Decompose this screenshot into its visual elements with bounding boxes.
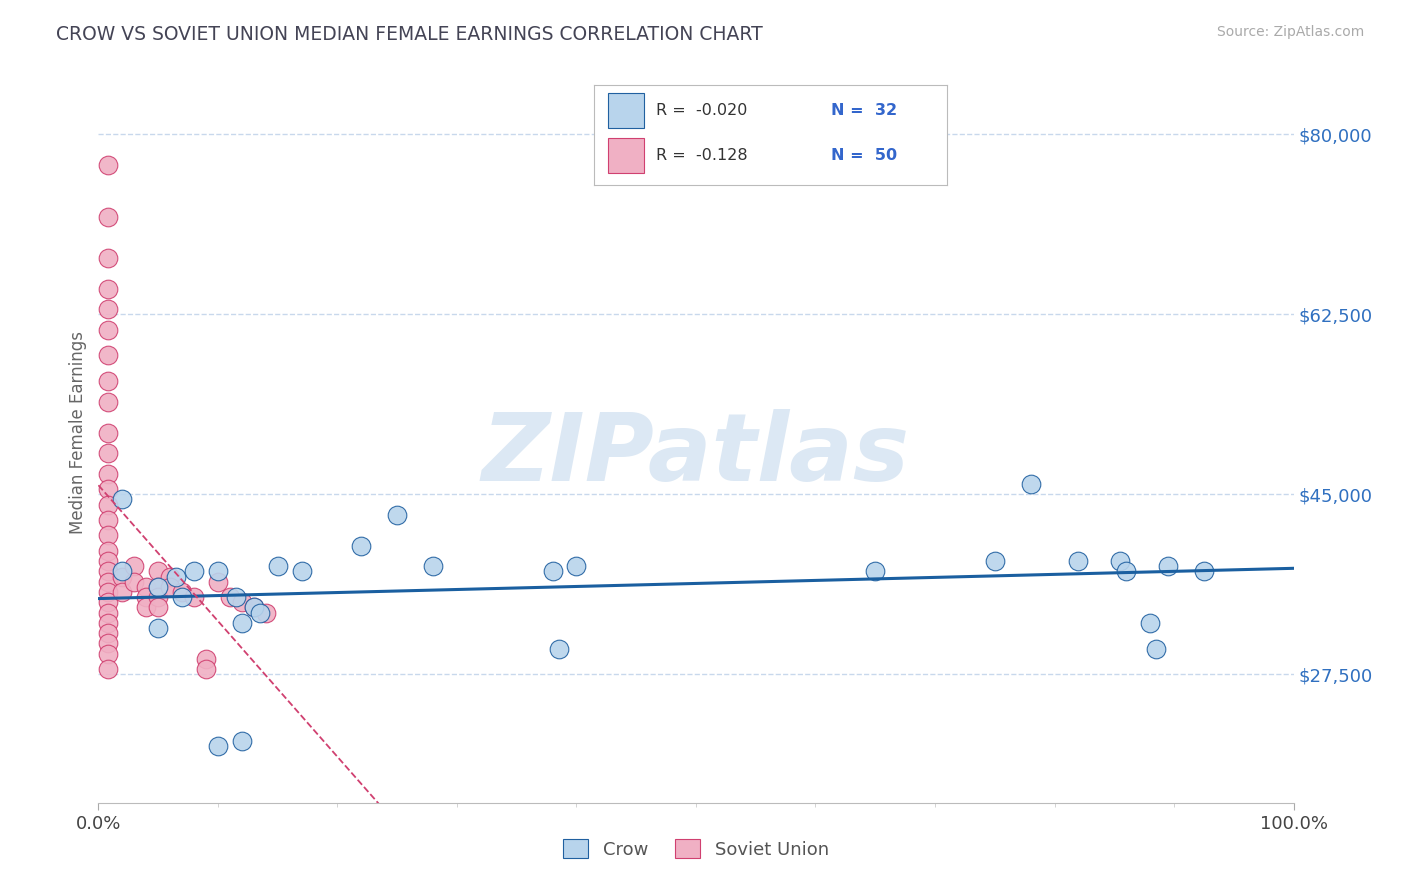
Point	[243, 600, 266, 615]
Point	[135, 600, 157, 615]
Point	[865, 565, 887, 579]
Point	[97, 574, 120, 589]
Text: Source: ZipAtlas.com: Source: ZipAtlas.com	[1216, 25, 1364, 39]
Point	[243, 600, 266, 615]
Point	[97, 425, 120, 440]
Point	[97, 565, 120, 579]
Point	[97, 595, 120, 609]
Point	[219, 590, 242, 604]
Point	[97, 498, 120, 512]
Point	[165, 569, 187, 583]
Point	[97, 482, 120, 496]
Point	[97, 636, 120, 650]
Point	[385, 508, 409, 522]
Point	[225, 590, 247, 604]
Point	[111, 565, 134, 579]
Point	[195, 652, 218, 666]
Point	[97, 528, 120, 542]
Point	[97, 662, 120, 676]
Point	[1144, 641, 1167, 656]
Point	[547, 641, 569, 656]
Point	[1139, 615, 1161, 630]
Point	[148, 621, 170, 635]
Point	[267, 559, 290, 574]
Point	[1157, 559, 1180, 574]
Point	[97, 626, 120, 640]
Point	[97, 282, 120, 296]
Point	[249, 606, 271, 620]
Point	[97, 554, 120, 568]
Point	[148, 600, 170, 615]
Point	[231, 615, 253, 630]
Point	[231, 734, 253, 748]
Point	[111, 569, 134, 583]
Point	[97, 158, 120, 172]
Point	[97, 394, 120, 409]
Point	[984, 554, 1007, 568]
Point	[565, 559, 588, 574]
Point	[541, 565, 564, 579]
Point	[111, 492, 134, 507]
Point	[148, 580, 170, 594]
Legend: Crow, Soviet Union: Crow, Soviet Union	[554, 830, 838, 868]
Point	[207, 739, 229, 754]
Point	[97, 446, 120, 460]
Point	[97, 615, 120, 630]
Point	[183, 565, 205, 579]
Point	[97, 513, 120, 527]
Point	[1067, 554, 1090, 568]
Point	[97, 210, 120, 224]
Point	[97, 251, 120, 265]
Point	[195, 662, 218, 676]
Point	[97, 302, 120, 317]
Point	[135, 590, 157, 604]
Point	[135, 580, 157, 594]
Point	[97, 467, 120, 481]
Point	[231, 595, 253, 609]
Point	[97, 585, 120, 599]
Point	[1115, 565, 1137, 579]
Point	[124, 574, 146, 589]
Point	[291, 565, 314, 579]
Point	[254, 606, 277, 620]
Point	[97, 544, 120, 558]
Point	[97, 349, 120, 363]
Point	[422, 559, 444, 574]
Point	[97, 647, 120, 661]
Point	[97, 374, 120, 388]
Point	[207, 574, 229, 589]
Point	[1192, 565, 1215, 579]
Point	[183, 590, 205, 604]
Point	[172, 590, 194, 604]
Text: ZIPatlas: ZIPatlas	[482, 409, 910, 500]
Y-axis label: Median Female Earnings: Median Female Earnings	[69, 331, 87, 534]
Text: CROW VS SOVIET UNION MEDIAN FEMALE EARNINGS CORRELATION CHART: CROW VS SOVIET UNION MEDIAN FEMALE EARNI…	[56, 25, 763, 44]
Point	[148, 565, 170, 579]
Point	[159, 569, 181, 583]
Point	[148, 590, 170, 604]
Point	[207, 565, 229, 579]
Point	[97, 606, 120, 620]
Point	[1109, 554, 1132, 568]
Point	[350, 539, 373, 553]
Point	[124, 559, 146, 574]
Point	[148, 580, 170, 594]
Point	[172, 585, 194, 599]
Point	[159, 580, 181, 594]
Point	[111, 585, 134, 599]
Point	[1019, 477, 1042, 491]
Point	[97, 323, 120, 337]
